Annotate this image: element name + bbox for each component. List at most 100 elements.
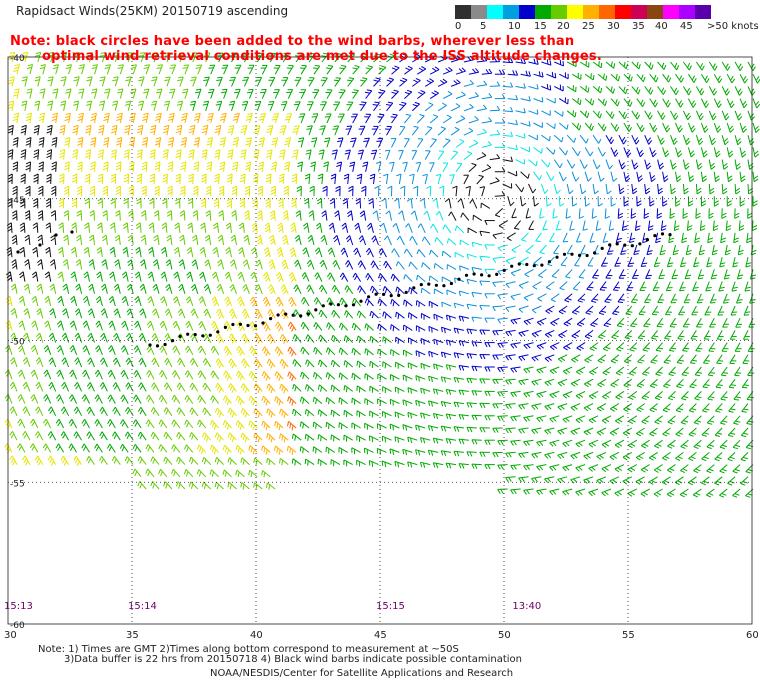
barb-feather bbox=[384, 313, 387, 319]
barb-shaft bbox=[40, 283, 44, 294]
barb-feather bbox=[290, 250, 295, 255]
barb-feather bbox=[579, 321, 585, 325]
barb-shaft bbox=[372, 260, 379, 270]
barb-feather bbox=[98, 130, 104, 134]
barb-feather bbox=[13, 66, 19, 70]
barb-feather bbox=[291, 277, 295, 283]
barb-shaft bbox=[245, 284, 250, 294]
barb-feather bbox=[188, 200, 193, 205]
barb-feather bbox=[675, 90, 679, 96]
barb-shaft bbox=[119, 88, 124, 99]
barb-feather bbox=[569, 190, 574, 195]
barb-shaft bbox=[489, 180, 500, 185]
wind-barb bbox=[190, 308, 199, 319]
barb-feather bbox=[632, 190, 638, 195]
barb-shaft bbox=[510, 293, 521, 297]
barb-shaft bbox=[606, 244, 612, 255]
wind-barb bbox=[566, 183, 574, 195]
wind-barb bbox=[321, 52, 329, 63]
wind-barb bbox=[286, 64, 294, 75]
barb-feather bbox=[466, 304, 470, 310]
barb-shaft bbox=[406, 248, 413, 258]
barb-feather bbox=[70, 271, 75, 276]
barb-shaft bbox=[16, 88, 20, 99]
barb-feather bbox=[75, 311, 80, 316]
barb-shaft bbox=[533, 171, 540, 181]
barb-feather bbox=[603, 126, 607, 132]
barb-feather bbox=[11, 262, 17, 266]
wind-barb bbox=[459, 239, 470, 246]
barb-shaft bbox=[541, 110, 551, 116]
wind-barb bbox=[553, 159, 563, 169]
barb-feather bbox=[461, 316, 464, 322]
wind-barb bbox=[571, 171, 580, 182]
barb-shaft bbox=[476, 108, 487, 112]
wind-barb bbox=[273, 89, 280, 99]
barb-feather bbox=[113, 76, 119, 79]
barb-feather bbox=[176, 149, 182, 152]
barb-shaft bbox=[306, 222, 310, 233]
barb-shaft bbox=[244, 308, 250, 319]
barb-feather bbox=[100, 308, 105, 313]
barb-feather bbox=[217, 76, 223, 79]
barb-feather bbox=[647, 137, 651, 142]
barb-feather bbox=[384, 235, 388, 241]
wind-barb bbox=[121, 271, 129, 282]
barb-feather bbox=[22, 51, 28, 54]
wind-barb bbox=[446, 238, 457, 246]
barb-shaft bbox=[411, 236, 418, 246]
barb-shaft bbox=[145, 88, 150, 99]
barb-feather bbox=[64, 191, 69, 196]
wind-barb bbox=[391, 65, 400, 75]
barb-shaft bbox=[366, 298, 374, 307]
barb-shaft bbox=[398, 174, 402, 185]
barb-feather bbox=[46, 130, 52, 134]
barb-shaft bbox=[297, 259, 302, 270]
barb-feather bbox=[750, 299, 756, 301]
wind-barb bbox=[734, 61, 744, 71]
barb-shaft bbox=[248, 137, 252, 148]
barb-shaft bbox=[589, 232, 594, 243]
barb-shaft bbox=[100, 247, 103, 258]
barb-shaft bbox=[286, 210, 289, 221]
barb-feather bbox=[226, 301, 231, 307]
barb-feather bbox=[498, 225, 504, 229]
wind-barb bbox=[175, 197, 181, 209]
barb-shaft bbox=[687, 98, 694, 108]
wind-barb bbox=[629, 232, 636, 243]
wind-barb bbox=[419, 198, 426, 209]
barb-feather bbox=[727, 200, 732, 204]
barb-feather bbox=[200, 249, 205, 254]
barb-shaft bbox=[322, 260, 328, 270]
barb-shaft bbox=[687, 122, 693, 133]
barb-shaft bbox=[396, 286, 405, 295]
barb-shaft bbox=[460, 198, 465, 209]
barb-shaft bbox=[657, 86, 664, 95]
barb-shaft bbox=[463, 107, 474, 112]
barb-shaft bbox=[373, 78, 381, 87]
barb-feather bbox=[352, 67, 358, 70]
wind-barb bbox=[623, 122, 632, 132]
barb-feather bbox=[154, 188, 160, 192]
barb-shaft bbox=[271, 259, 276, 270]
barb-feather bbox=[272, 115, 278, 118]
barb-feather bbox=[720, 262, 726, 265]
wind-barb bbox=[699, 220, 706, 232]
barb-feather bbox=[682, 215, 688, 219]
wind-barb bbox=[558, 196, 565, 207]
barb-feather bbox=[295, 213, 301, 217]
wind-barb bbox=[326, 272, 336, 282]
barb-shaft bbox=[378, 114, 385, 124]
wind-barb bbox=[190, 76, 197, 87]
wind-barb bbox=[621, 220, 628, 231]
wind-barb bbox=[721, 110, 730, 121]
barb-feather bbox=[551, 275, 557, 279]
barb-feather bbox=[20, 176, 26, 180]
barb-feather bbox=[741, 153, 747, 158]
barb-feather bbox=[301, 272, 306, 277]
barb-feather bbox=[372, 104, 378, 106]
barb-shaft bbox=[313, 137, 318, 148]
barb-feather bbox=[215, 127, 221, 131]
wind-barb bbox=[411, 101, 420, 112]
barb-feather bbox=[48, 52, 54, 54]
